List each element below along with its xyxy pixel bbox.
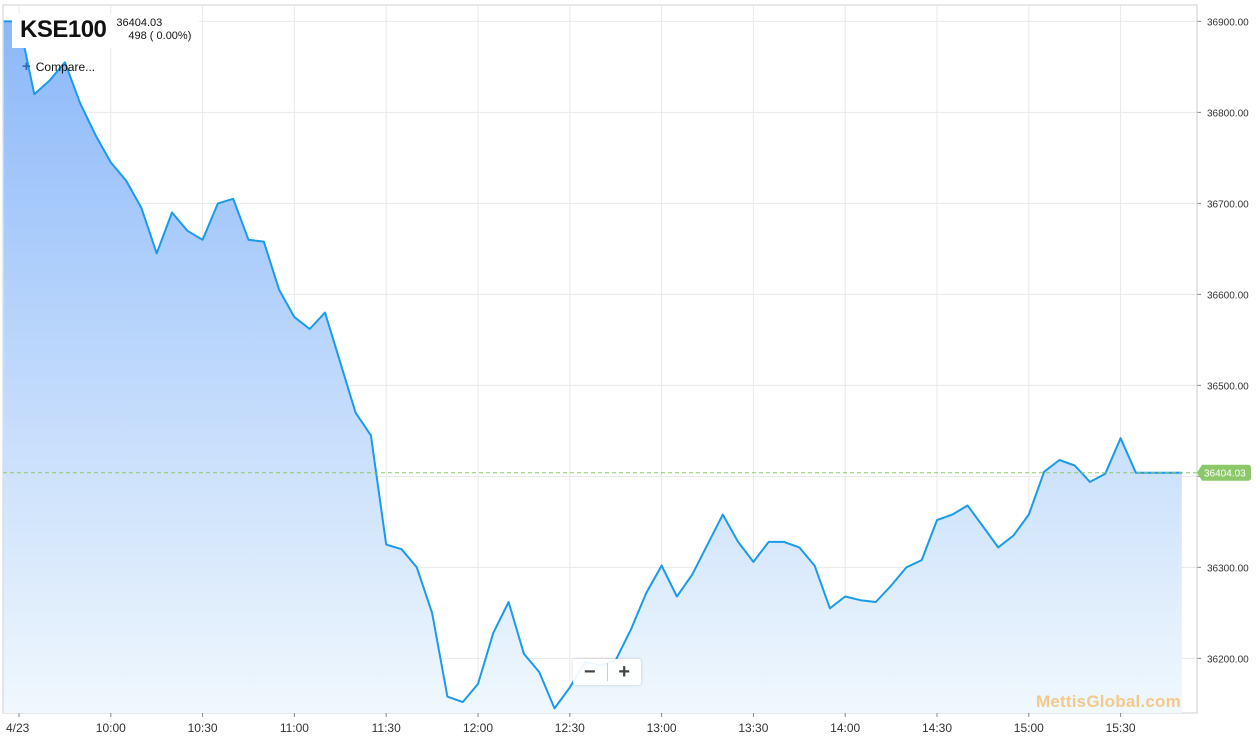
compare-button[interactable]: + Compare... (22, 58, 96, 75)
last-price: 36404.03 (116, 17, 163, 29)
x-tick-label: 12:30 (555, 721, 585, 735)
series-area-fill (3, 21, 1182, 713)
x-tick-label: 11:30 (372, 721, 401, 735)
quote-box: 36404.03 498 ( 0.00%) (116, 16, 191, 43)
zoom-in-button[interactable]: + (607, 659, 641, 685)
axis-layer: 36200.0036300.0036400.0036500.0036600.00… (6, 5, 1251, 735)
y-tick-label: 36500.00 (1207, 381, 1249, 392)
zoom-out-button[interactable]: − (573, 659, 607, 685)
x-tick-label: 10:00 (96, 721, 126, 735)
x-tick-label: 14:30 (922, 721, 952, 735)
x-tick-label: 12:00 (463, 721, 493, 735)
minus-icon: − (583, 660, 596, 683)
y-tick-label: 36900.00 (1207, 17, 1249, 28)
compare-label: Compare... (35, 60, 96, 74)
last-value-label: 36404.03 (1204, 469, 1246, 480)
y-tick-label: 36600.00 (1207, 290, 1249, 301)
zoom-divider (606, 663, 608, 681)
watermark: MettisGlobal.com (1036, 692, 1181, 711)
zoom-controls: − + (573, 659, 641, 685)
x-tick-label: 15:30 (1106, 721, 1136, 735)
plus-icon: + (618, 660, 631, 683)
y-tick-label: 36200.00 (1207, 654, 1249, 665)
area-layer (3, 20, 1197, 713)
x-tick-label: 14:00 (830, 721, 860, 735)
x-tick-label: 11:00 (280, 721, 309, 735)
plus-icon: + (22, 58, 31, 75)
last-value-marker (1197, 464, 1251, 481)
symbol-name: KSE100 (20, 16, 107, 43)
x-tick-label: 13:00 (647, 721, 677, 735)
symbol-header: KSE100 36404.03 498 ( 0.00%) (12, 14, 200, 48)
x-tick-label: 4/23 (6, 721, 30, 735)
y-tick-label: 36700.00 (1207, 199, 1249, 210)
y-tick-label: 36300.00 (1207, 563, 1249, 574)
price-change: 498 ( 0.00%) (128, 30, 192, 42)
x-tick-label: 13:30 (738, 721, 768, 735)
x-tick-label: 10:30 (188, 721, 218, 735)
y-tick-label: 36800.00 (1207, 108, 1249, 119)
x-tick-label: 15:00 (1014, 721, 1044, 735)
